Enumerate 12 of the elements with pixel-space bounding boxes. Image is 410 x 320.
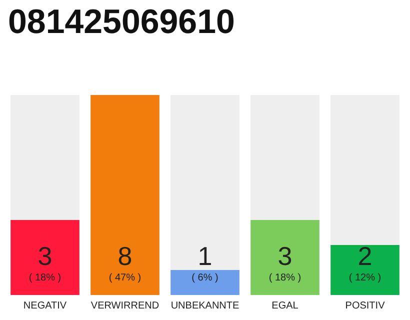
x-tick-label: NEGATIV [23, 300, 67, 312]
x-tick-label: POSITIV [345, 300, 386, 312]
x-tick-label: EGAL [272, 300, 299, 312]
data-label: 2 ( 12% ) [348, 241, 382, 284]
chart-title: 081425069610 [8, 3, 235, 41]
data-label: 8 ( 47% ) [108, 241, 142, 284]
x-tick-label: UNBEKANNTE [170, 300, 240, 312]
data-label: 3 ( 18% ) [268, 241, 302, 284]
bar [170, 270, 240, 295]
data-label: 1 ( 6% ) [192, 241, 218, 284]
data-label: 3 ( 18% ) [28, 241, 62, 284]
x-tick-label: VERWIRREND [90, 300, 160, 312]
